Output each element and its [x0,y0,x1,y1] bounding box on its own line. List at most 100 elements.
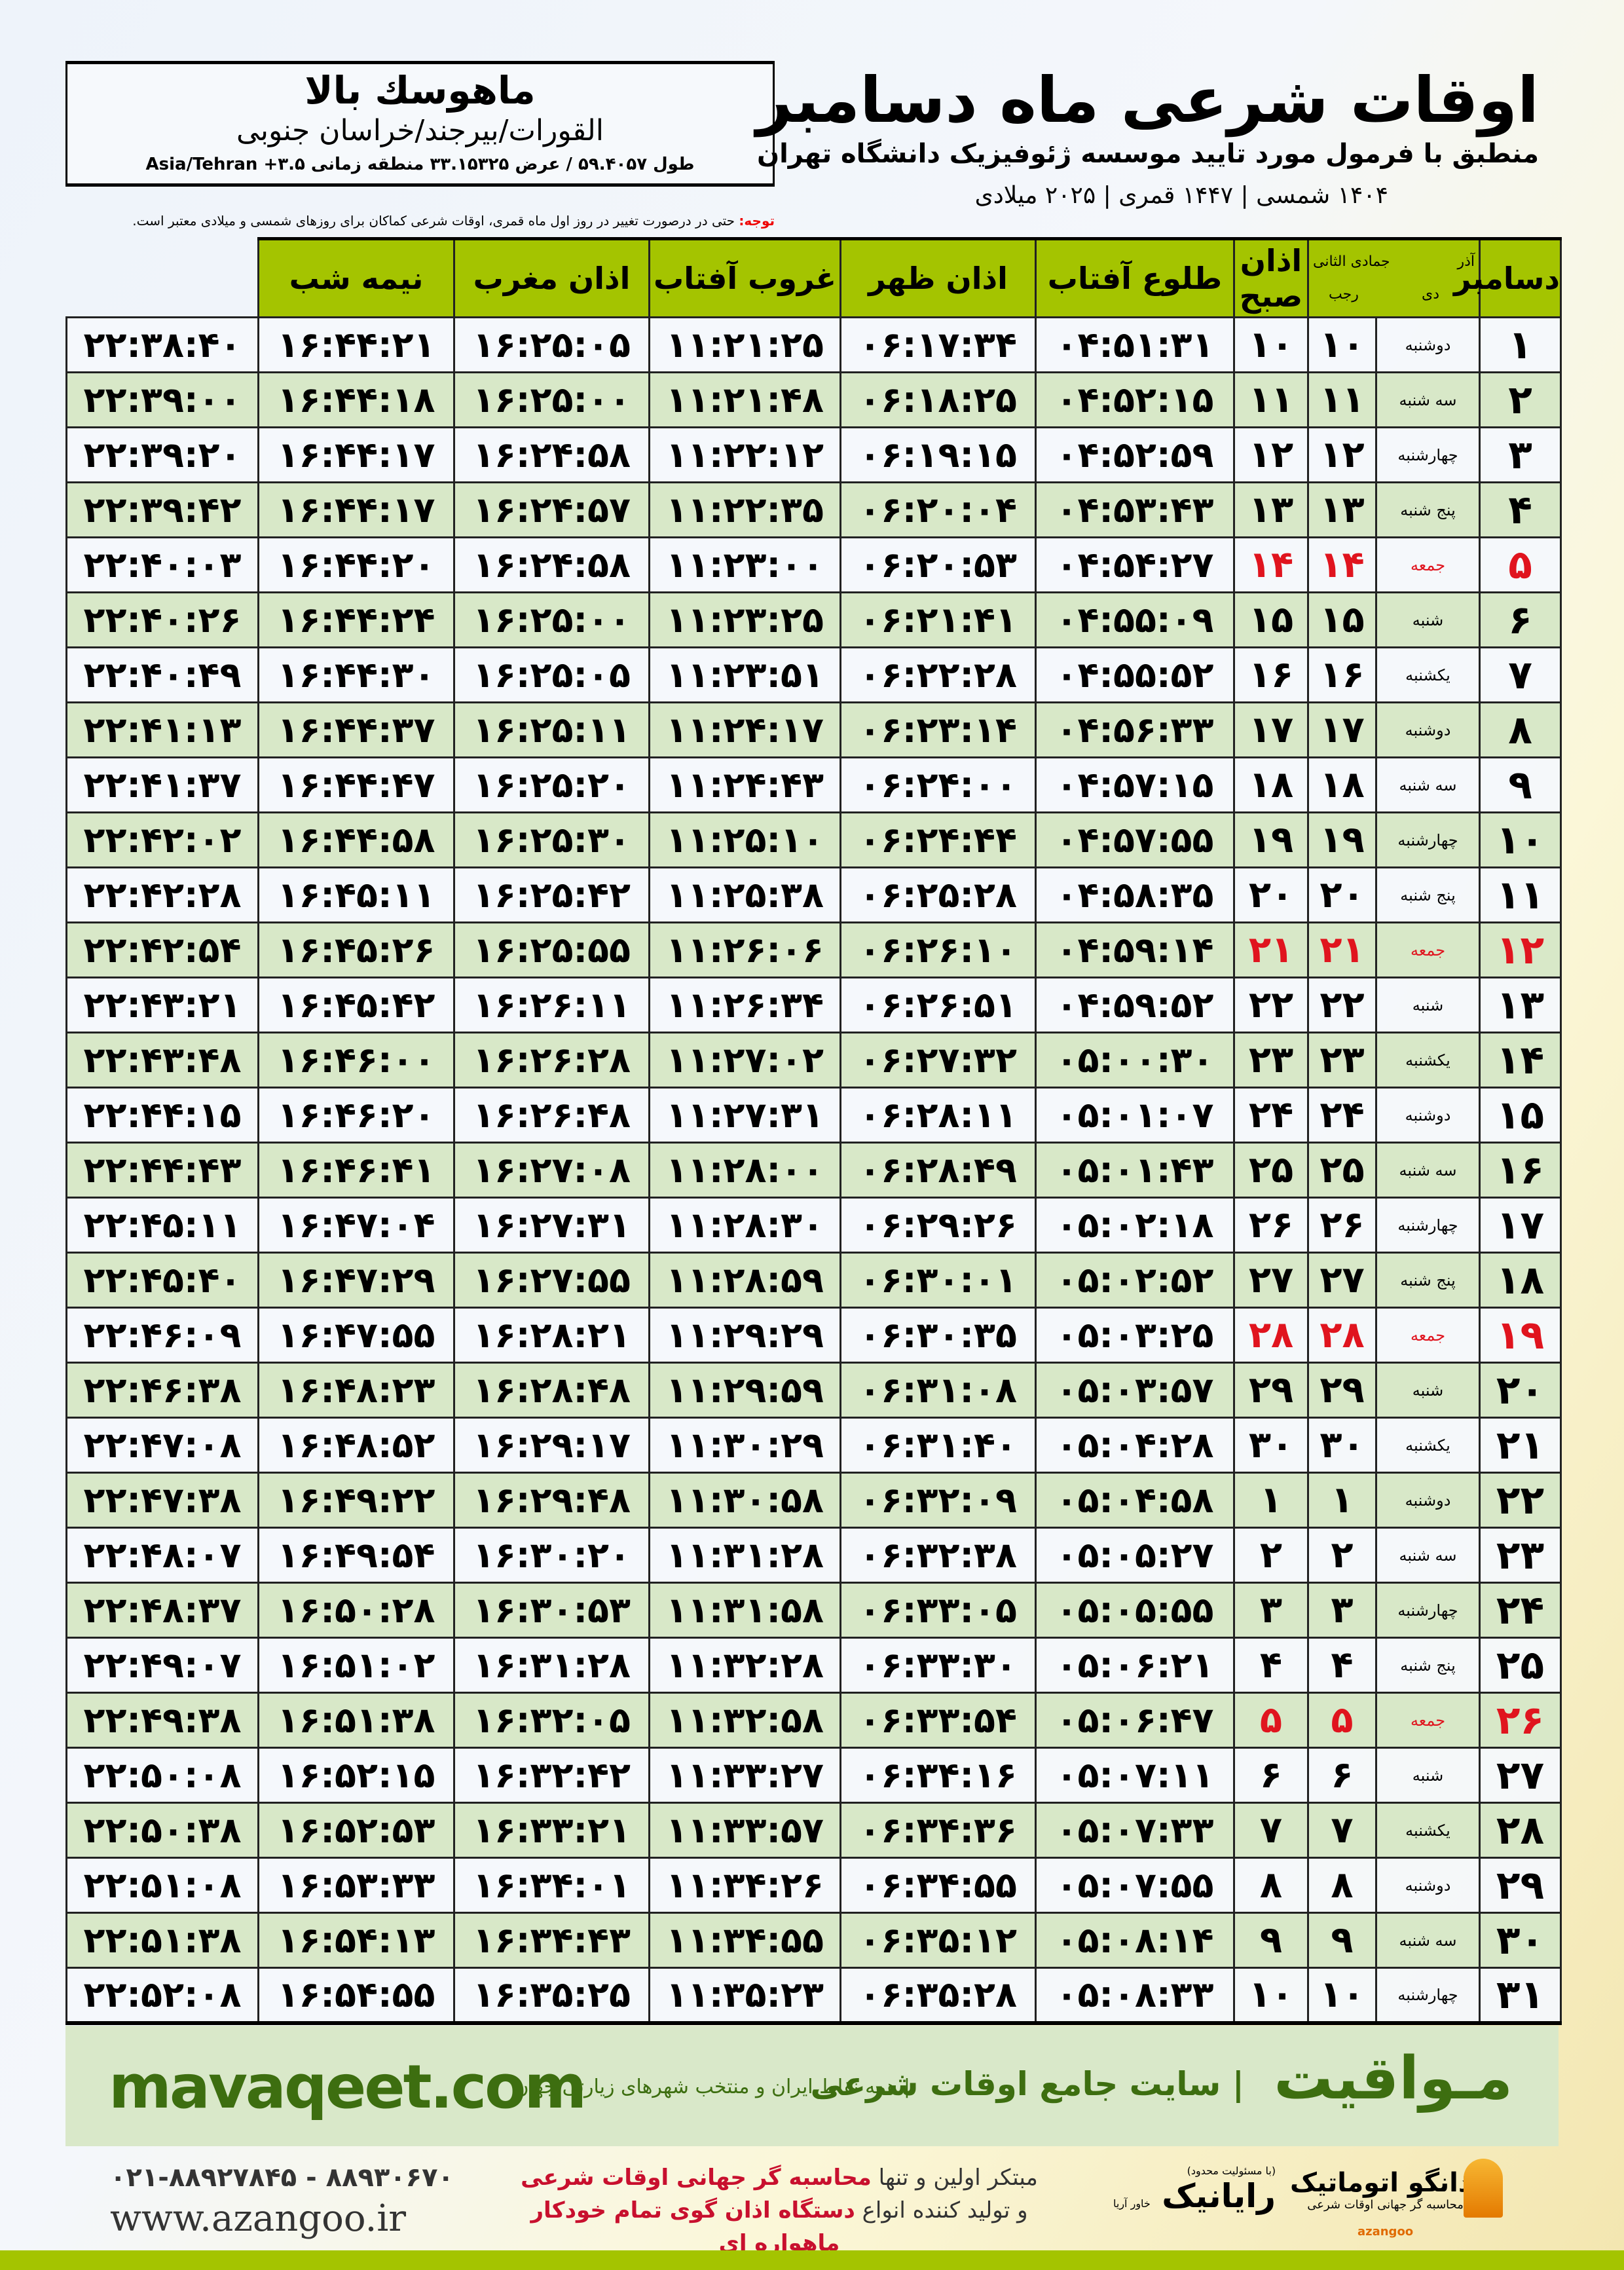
cell-midnight: ۲۲:۴۰:۲۶ [65,591,259,648]
cell-fajr: ۰۴:۵۵:۰۹ [1035,591,1235,648]
cell-fajr: ۰۴:۵۷:۱۵ [1035,756,1235,813]
cell-midnight: ۲۲:۵۱:۳۸ [65,1912,259,1969]
cell-weekday: دوشنبه [1375,1857,1481,1914]
cell-maghrib: ۱۶:۴۴:۵۸ [257,811,455,868]
cell-weekday: پنج شنبه [1375,1637,1481,1694]
cell-maghrib: ۱۶:۴۸:۲۳ [257,1362,455,1419]
cell-weekday: دوشنبه [1375,316,1481,373]
cell-day: ۲۳ [1479,1527,1562,1584]
cell-weekday: سه شنبه [1375,1912,1481,1969]
cell-day: ۱۶ [1479,1142,1562,1199]
cell-maghrib: ۱۶:۴۶:۴۱ [257,1142,455,1199]
cell-maghrib: ۱۶:۴۴:۲۴ [257,591,455,648]
cell-hijri: ۱۳ [1233,481,1309,538]
cell-sunrise: ۰۶:۱۸:۲۵ [840,371,1037,428]
cell-day: ۲۸ [1479,1802,1562,1859]
cell-fajr: ۰۴:۵۹:۱۴ [1035,921,1235,978]
cell-dhuhr: ۱۱:۲۳:۵۱ [648,646,841,703]
cell-shamsi: ۱۱ [1306,371,1378,428]
cell-fajr: ۰۴:۵۷:۵۵ [1035,811,1235,868]
cell-sunrise: ۰۶:۳۳:۵۴ [840,1692,1037,1749]
cell-hijri: ۲۴ [1233,1087,1309,1144]
cell-day: ۶ [1479,591,1562,648]
cell-fajr: ۰۵:۰۴:۲۸ [1035,1417,1235,1474]
cell-shamsi: ۱۵ [1306,591,1378,648]
cell-sunrise: ۰۶:۲۲:۲۸ [840,646,1037,703]
cell-midnight: ۲۲:۴۰:۰۳ [65,536,259,593]
cell-shamsi: ۲۵ [1306,1142,1378,1199]
table-row: ۱۴ یکشنبه ۲۳ ۲۳ ۰۵:۰۰:۳۰ ۰۶:۲۷:۳۲ ۱۱:۲۷:۰۲ ۱۶:۲… [65,1032,1562,1088]
table-row: ۲۱ یکشنبه ۳۰ ۳۰ ۰۵:۰۴:۲۸ ۰۶:۳۱:۴۰ ۱۱:۳۰:۲۹ ۱۶:۲… [65,1417,1562,1474]
cell-sunrise: ۰۶:۲۴:۰۰ [840,756,1037,813]
page-title: اوقات شرعی ماه دسامبر [756,64,1539,137]
location-coords: طول ۵۹.۴۰۵۷ / عرض ۳۳.۱۵۳۲۵ منطقه زمانی ۳… [145,155,695,174]
cell-weekday: دوشنبه [1375,1087,1481,1144]
cell-fajr: ۰۵:۰۶:۲۱ [1035,1637,1235,1694]
cell-day: ۵ [1479,536,1562,593]
cell-shamsi: ۱۰ [1306,316,1378,373]
cell-weekday: یکشنبه [1375,1417,1481,1474]
cell-maghrib: ۱۶:۴۸:۵۲ [257,1417,455,1474]
cell-sunrise: ۰۶:۳۵:۱۲ [840,1912,1037,1969]
cell-fajr: ۰۴:۵۲:۱۵ [1035,371,1235,428]
cell-fajr: ۰۵:۰۵:۲۷ [1035,1527,1235,1584]
cell-hijri: ۲۰ [1233,866,1309,923]
cell-day: ۲۴ [1479,1582,1562,1639]
mavaqeet-link[interactable]: mavaqeet.com [109,2052,587,2122]
cell-midnight: ۲۲:۴۵:۱۱ [65,1197,259,1254]
cell-fajr: ۰۴:۵۵:۵۲ [1035,646,1235,703]
cell-fajr: ۰۵:۰۸:۱۴ [1035,1912,1235,1969]
header-maghrib: اذان مغرب [453,237,650,318]
cell-weekday: سه شنبه [1375,1142,1481,1199]
table-row: ۲۸ یکشنبه ۷ ۷ ۰۵:۰۷:۳۳ ۰۶:۳۴:۳۶ ۱۱:۳۳:۵۷ ۱۶:۳۳:… [65,1802,1562,1859]
cell-midnight: ۲۲:۳۹:۲۰ [65,426,259,483]
cell-hijri: ۲۹ [1233,1362,1309,1419]
cell-hijri: ۱۱ [1233,371,1309,428]
cell-day: ۲۱ [1479,1417,1562,1474]
cell-dhuhr: ۱۱:۲۸:۳۰ [648,1197,841,1254]
cell-weekday: جمعه [1375,921,1481,978]
rayanik-logo-text: رایانیک [1162,2177,1276,2215]
cell-fajr: ۰۵:۰۴:۵۸ [1035,1472,1235,1529]
cell-sunrise: ۰۶:۳۴:۱۶ [840,1747,1037,1804]
mavaqeet-logo: مـواقیت [1274,2044,1513,2113]
table-row: ۱۳ شنبه ۲۲ ۲۲ ۰۴:۵۹:۵۲ ۰۶:۲۶:۵۱ ۱۱:۲۶:۳۴ ۱۶:۲۶:… [65,977,1562,1033]
cell-sunset: ۱۶:۳۰:۲۰ [453,1527,650,1584]
cell-shamsi: ۲۱ [1306,921,1378,978]
table-row: ۶ شنبه ۱۵ ۱۵ ۰۴:۵۵:۰۹ ۰۶:۲۱:۴۱ ۱۱:۲۳:۲۵ ۱۶:۲۵:۰… [65,591,1562,648]
cell-dhuhr: ۱۱:۳۵:۲۳ [648,1967,841,2025]
cell-dhuhr: ۱۱:۲۷:۰۲ [648,1032,841,1088]
cell-fajr: ۰۵:۰۲:۱۸ [1035,1197,1235,1254]
cell-maghrib: ۱۶:۴۷:۰۴ [257,1197,455,1254]
cell-midnight: ۲۲:۴۴:۱۵ [65,1087,259,1144]
cell-day: ۱۷ [1479,1197,1562,1254]
cell-maghrib: ۱۶:۴۴:۱۷ [257,426,455,483]
cell-dhuhr: ۱۱:۳۰:۲۹ [648,1417,841,1474]
cell-shamsi: ۱۴ [1306,536,1378,593]
cell-shamsi: ۱۰ [1306,1967,1378,2025]
cell-weekday: سه شنبه [1375,371,1481,428]
table-row: ۲۷ شنبه ۶ ۶ ۰۵:۰۷:۱۱ ۰۶:۳۴:۱۶ ۱۱:۳۳:۲۷ ۱۶:۳۲:۴۲… [65,1747,1562,1804]
cell-midnight: ۲۲:۴۳:۲۱ [65,977,259,1033]
cell-dhuhr: ۱۱:۲۶:۳۴ [648,977,841,1033]
cell-weekday: چهارشنبه [1375,1582,1481,1639]
cell-sunset: ۱۶:۲۵:۴۲ [453,866,650,923]
cell-day: ۹ [1479,756,1562,813]
cell-maghrib: ۱۶:۴۷:۲۹ [257,1252,455,1309]
cell-midnight: ۲۲:۴۲:۰۲ [65,811,259,868]
cell-hijri: ۲۷ [1233,1252,1309,1309]
cell-sunset: ۱۶:۲۶:۱۱ [453,977,650,1033]
cell-day: ۱۹ [1479,1307,1562,1364]
cell-midnight: ۲۲:۵۱:۰۸ [65,1857,259,1914]
cell-dhuhr: ۱۱:۲۸:۰۰ [648,1142,841,1199]
cell-day: ۱۰ [1479,811,1562,868]
cell-midnight: ۲۲:۴۰:۴۹ [65,646,259,703]
cell-day: ۸ [1479,701,1562,758]
mavaqeet-banner: مـواقیت | سایت جامع اوقات شرعی | همه نقا… [65,2026,1559,2146]
header-dhuhr: اذان ظهر [840,237,1037,318]
azangoo-link[interactable]: www.azangoo.ir [110,2197,407,2240]
cell-hijri: ۸ [1233,1857,1309,1914]
cell-hijri: ۲۳ [1233,1032,1309,1088]
cell-fajr: ۰۵:۰۷:۳۳ [1035,1802,1235,1859]
rayanik-logo: (با مسئولیت محدود) رایانیک خاور آریا [1113,2165,1276,2215]
